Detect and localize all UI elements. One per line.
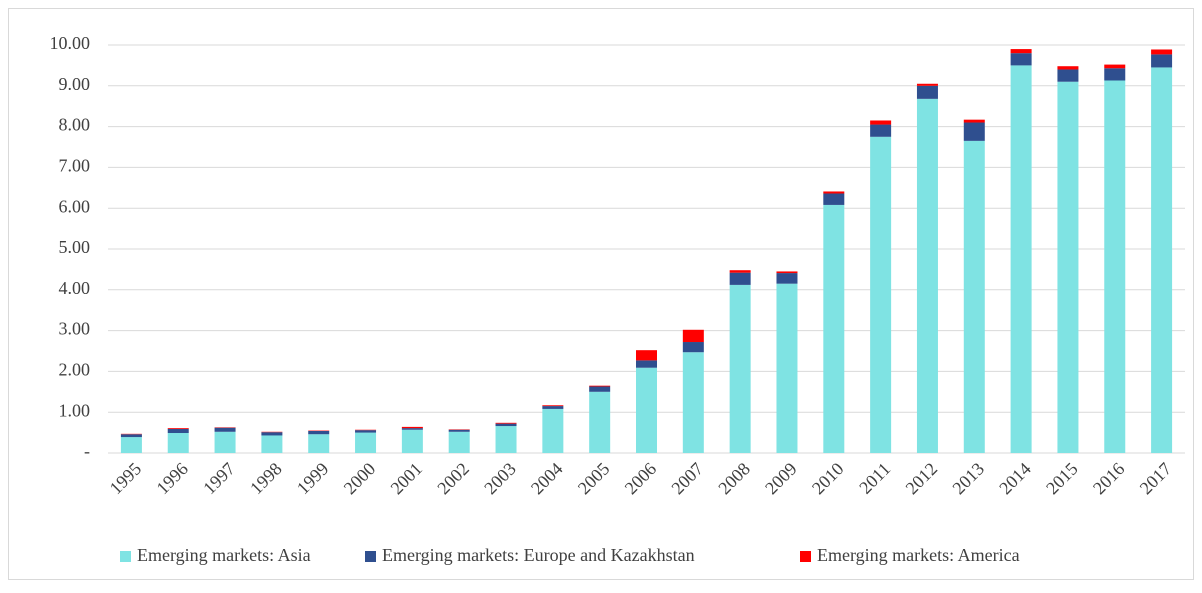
bar-segment bbox=[589, 386, 610, 391]
bar-segment bbox=[1151, 67, 1172, 453]
bar-segment bbox=[449, 430, 470, 432]
legend-label: Emerging markets: Asia bbox=[137, 545, 311, 565]
bar-segment bbox=[308, 434, 329, 453]
bar-segment bbox=[496, 423, 517, 424]
bar-segment bbox=[683, 330, 704, 342]
bar-segment bbox=[683, 352, 704, 453]
bar-segment bbox=[215, 428, 236, 432]
bar-segment bbox=[121, 434, 142, 437]
bar-segment bbox=[542, 409, 563, 453]
bar-segment bbox=[823, 191, 844, 193]
bar-segment bbox=[308, 431, 329, 434]
bar-segment bbox=[776, 273, 797, 284]
y-tick-label: 5.00 bbox=[59, 237, 91, 257]
y-tick-label: - bbox=[84, 441, 90, 461]
bar-segment bbox=[261, 432, 282, 435]
bar-segment bbox=[168, 433, 189, 453]
y-tick-label: 3.00 bbox=[59, 319, 91, 339]
bar-segment bbox=[870, 137, 891, 453]
bar-segment bbox=[917, 84, 938, 86]
y-tick-label: 6.00 bbox=[59, 196, 91, 216]
bar-segment bbox=[1104, 68, 1125, 80]
bar-segment bbox=[636, 350, 657, 360]
legend-swatch bbox=[120, 551, 131, 562]
bar-segment bbox=[542, 405, 563, 406]
bar-segment bbox=[168, 429, 189, 433]
bar-segment bbox=[964, 120, 985, 123]
bar-segment bbox=[823, 194, 844, 205]
legend-label: Emerging markets: Europe and Kazakhstan bbox=[382, 545, 695, 565]
bar-segment bbox=[683, 342, 704, 352]
y-tick-label: 9.00 bbox=[59, 74, 91, 94]
bar-segment bbox=[355, 433, 376, 453]
bar-segment bbox=[1011, 65, 1032, 453]
bar-segment bbox=[1151, 49, 1172, 54]
bar-segment bbox=[1057, 66, 1078, 69]
y-tick-label: 1.00 bbox=[59, 400, 91, 420]
bar-segment bbox=[636, 368, 657, 453]
y-tick-label: 8.00 bbox=[59, 115, 91, 135]
bar-segment bbox=[964, 141, 985, 453]
bar-segment bbox=[917, 99, 938, 453]
bar-segment bbox=[402, 430, 423, 453]
bar-segment bbox=[964, 123, 985, 141]
bar-segment bbox=[870, 125, 891, 137]
bar-segment bbox=[1104, 65, 1125, 69]
bar-segment bbox=[168, 428, 189, 429]
y-tick-label: 10.00 bbox=[50, 33, 91, 53]
bar-segment bbox=[589, 386, 610, 387]
bar-segment bbox=[776, 271, 797, 273]
y-tick-label: 2.00 bbox=[59, 360, 91, 380]
bar-segment bbox=[776, 284, 797, 453]
bar-segment bbox=[730, 273, 751, 285]
bar-segment bbox=[215, 432, 236, 453]
bar-segment bbox=[589, 392, 610, 453]
bar-segment bbox=[402, 427, 423, 428]
bar-segment bbox=[121, 437, 142, 453]
bar-segment bbox=[1057, 69, 1078, 81]
bar-segment bbox=[402, 428, 423, 430]
bar-segment bbox=[496, 426, 517, 453]
bar-segment bbox=[542, 406, 563, 409]
legend-label: Emerging markets: America bbox=[817, 545, 1020, 565]
bar-segment bbox=[496, 424, 517, 426]
legend-swatch bbox=[365, 551, 376, 562]
bar-segment bbox=[823, 205, 844, 453]
bar-segment bbox=[1151, 54, 1172, 67]
bar-segment bbox=[730, 285, 751, 453]
bar-segment bbox=[636, 360, 657, 367]
bar-segment bbox=[1011, 53, 1032, 65]
bar-segment bbox=[449, 432, 470, 453]
y-tick-label: 7.00 bbox=[59, 156, 91, 176]
bar-segment bbox=[870, 120, 891, 124]
bar-segment bbox=[1011, 49, 1032, 53]
bar-segment bbox=[917, 86, 938, 99]
bar-segment bbox=[1104, 80, 1125, 453]
bar-segment bbox=[730, 270, 751, 272]
bar-segment bbox=[1057, 82, 1078, 453]
y-tick-label: 4.00 bbox=[59, 278, 91, 298]
legend-swatch bbox=[800, 551, 811, 562]
bar-segment bbox=[261, 435, 282, 453]
bar-segment bbox=[355, 430, 376, 432]
